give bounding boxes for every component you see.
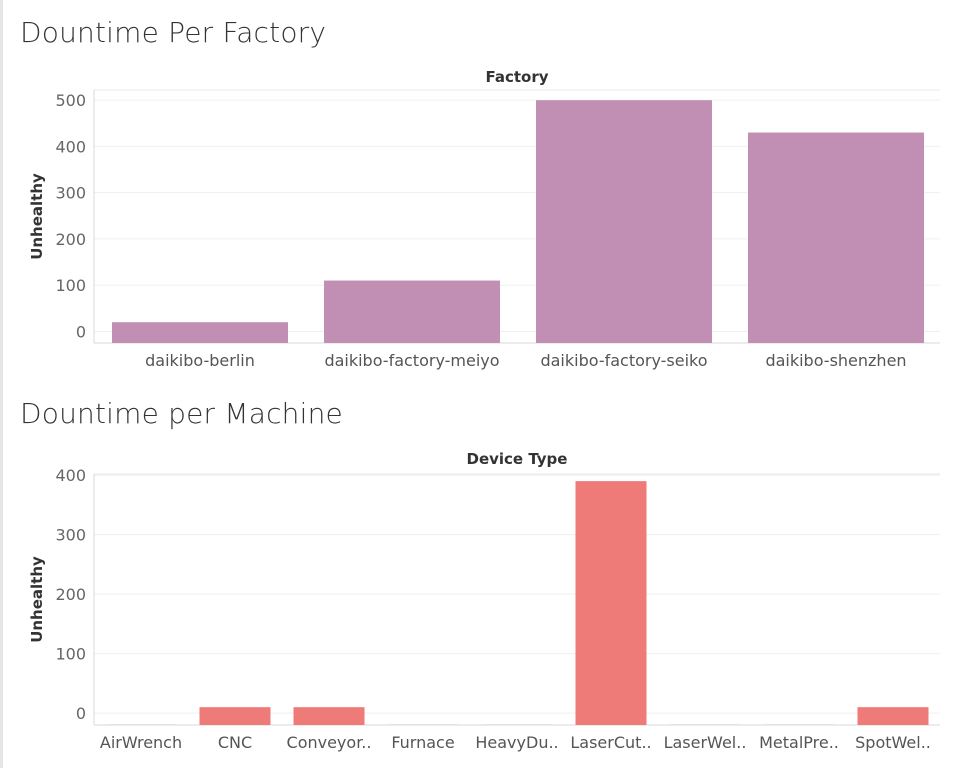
category-label: daikibo-factory-meiyo — [324, 351, 499, 370]
category-label: daikibo-berlin — [145, 351, 255, 370]
bar — [748, 132, 924, 343]
bar — [293, 707, 365, 725]
factory-chart: Factory 0 100 200 300 400 500 Unhealthy daikibo-… — [28, 68, 940, 370]
category-label: Conveyor.. — [287, 733, 372, 752]
category-label: SpotWel.. — [855, 733, 931, 752]
y-tick-label: 0 — [76, 322, 86, 341]
y-tick-label: 400 — [55, 137, 86, 156]
category-label: daikibo-factory-seiko — [540, 351, 707, 370]
bar — [105, 724, 177, 725]
bar — [112, 322, 288, 343]
y-axis-title: Unhealthy — [28, 556, 46, 643]
y-tick-label: 300 — [55, 526, 86, 545]
category-label: LaserWel.. — [664, 733, 747, 752]
category-label: CNC — [218, 733, 252, 752]
bar — [536, 100, 712, 343]
y-tick-label: 100 — [55, 645, 86, 664]
y-tick-label: 500 — [55, 91, 86, 110]
bar — [857, 707, 929, 725]
category-label: MetalPre.. — [759, 733, 839, 752]
bar — [324, 280, 500, 343]
machine-chart-title: Dountime per Machine — [20, 397, 343, 430]
category-label: HeavyDu.. — [475, 733, 558, 752]
bar — [763, 724, 835, 725]
y-tick-label: 200 — [55, 230, 86, 249]
y-tick-label: 300 — [55, 184, 86, 203]
y-tick-label: 200 — [55, 585, 86, 604]
y-tick-label: 400 — [55, 466, 86, 485]
factory-chart-title: Dountime Per Factory — [20, 16, 327, 49]
y-tick-label: 0 — [76, 704, 86, 723]
bar — [575, 481, 647, 725]
machine-chart: Device Type 0 100 200 300 400 Unhealthy AirWren… — [28, 450, 940, 752]
x-axis-title: Device Type — [467, 450, 568, 468]
y-axis-title: Unhealthy — [28, 173, 46, 260]
category-label: daikibo-shenzhen — [765, 351, 906, 370]
bar — [481, 724, 553, 725]
y-tick-label: 100 — [55, 276, 86, 295]
bar — [669, 724, 741, 725]
left-border — [0, 0, 3, 768]
category-label: Furnace — [391, 733, 454, 752]
bar — [387, 724, 459, 725]
bar — [199, 707, 271, 725]
category-label: LaserCut.. — [570, 733, 651, 752]
x-axis-title: Factory — [485, 68, 548, 86]
category-label: AirWrench — [100, 733, 182, 752]
